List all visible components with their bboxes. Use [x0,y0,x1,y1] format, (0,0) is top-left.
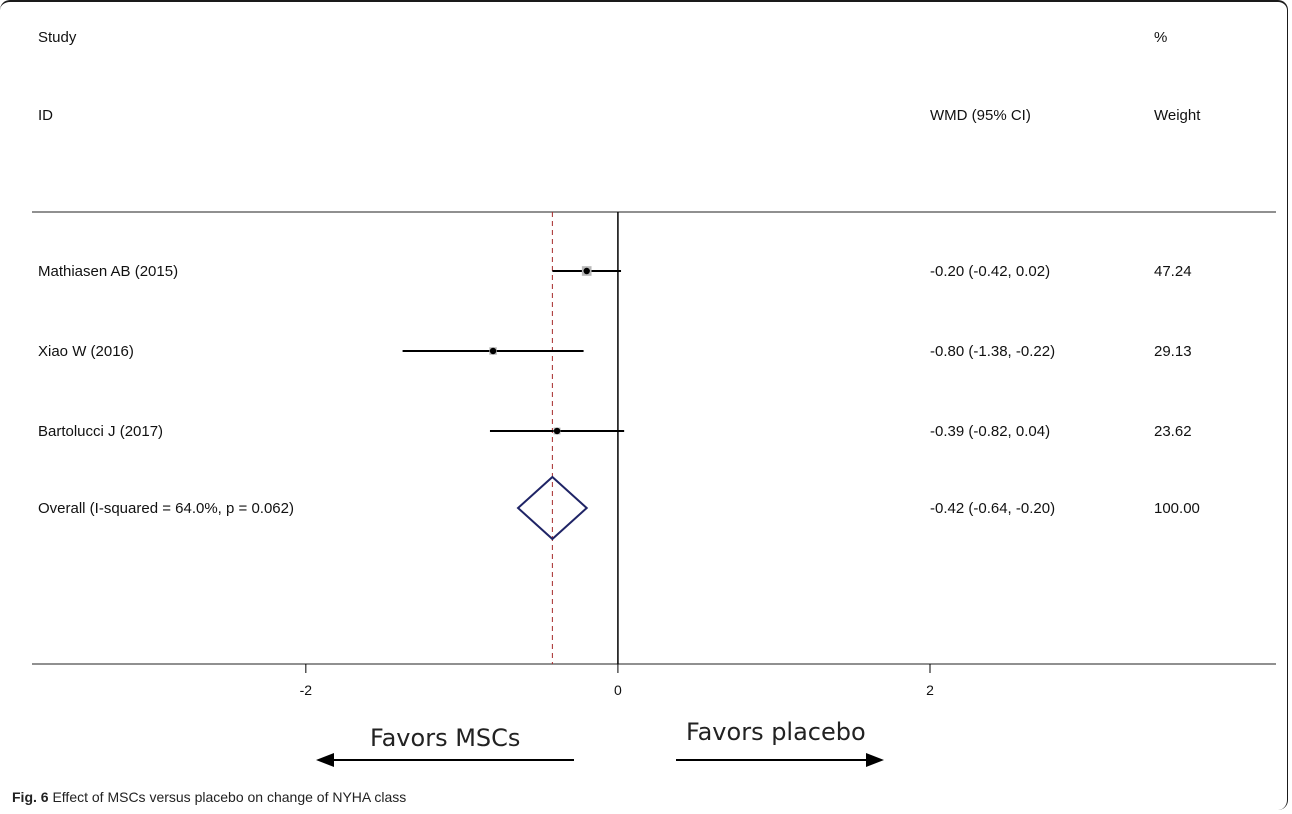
header-percent: % [1154,29,1167,46]
study-wmd-ci: -0.80 (-1.38, -0.22) [930,343,1055,360]
favors-placebo-arrowhead-icon [866,753,884,767]
study-label: Bartolucci J (2017) [38,423,163,440]
caption-label: Fig. 6 [12,789,49,805]
study-wmd-ci: -0.20 (-0.42, 0.02) [930,263,1050,280]
x-tick-label: 2 [926,682,934,698]
study-label: Xiao W (2016) [38,343,134,360]
point-estimate [553,427,561,435]
caption-text: Effect of MSCs versus placebo on change … [48,789,407,805]
overall-label: Overall (I-squared = 64.0%, p = 0.062) [38,500,294,517]
header-id: ID [38,107,53,124]
overall-weight: 100.00 [1154,500,1200,517]
study-label: Mathiasen AB (2015) [38,263,178,280]
study-weight: 29.13 [1154,343,1192,360]
overall-diamond [516,475,589,541]
overall-wmd-ci: -0.42 (-0.64, -0.20) [930,500,1055,517]
point-estimate [583,267,590,275]
study-weight: 23.62 [1154,423,1192,440]
header-wmd: WMD (95% CI) [930,107,1031,124]
figure-caption: Fig. 6 Effect of MSCs versus placebo on … [12,789,406,805]
header-study: Study [38,29,77,46]
favors-msc-arrowhead-icon [316,753,334,767]
study-wmd-ci: -0.39 (-0.82, 0.04) [930,423,1050,440]
x-tick-label: -2 [300,682,313,698]
favors-msc-label: Favors MSCs [370,724,520,752]
favors-placebo-label: Favors placebo [686,718,866,746]
point-estimate [489,347,497,355]
plot-layer: Mathiasen AB (2015) -0.20 (-0.42, 0.02) 47… [38,212,1200,698]
header-weight: Weight [1154,107,1201,124]
x-tick-label: 0 [614,682,622,698]
study-weight: 47.24 [1154,263,1192,280]
